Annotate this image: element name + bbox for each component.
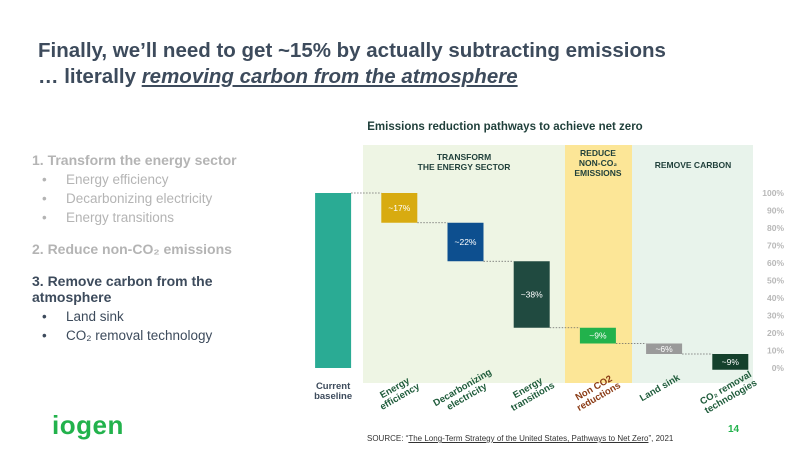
bar [381, 193, 418, 223]
title-line: … literally removing carbon from the atm… [38, 64, 666, 90]
logo: iogen [52, 410, 124, 440]
agenda-item: Energy transitions [42, 210, 292, 225]
value-label: ~6% [655, 344, 673, 354]
y-tick-label: 60% [767, 258, 784, 268]
agenda-heading: 3. Remove carbon from the atmosphere [32, 273, 213, 305]
region-band [565, 145, 632, 383]
agenda-item: CO₂ removal technology [42, 328, 292, 343]
y-tick-label: 20% [767, 328, 784, 338]
region-label: REDUCE NON-CO₂ EMISSIONS [574, 148, 622, 178]
title-emphasis: removing carbon from the atmosphere [141, 65, 518, 88]
page-number: 14 [728, 424, 740, 435]
region-band [632, 145, 753, 383]
source: SOURCE: “The Long-Term Strategy of the U… [367, 434, 673, 443]
y-tick-label: 90% [767, 206, 784, 216]
bar [579, 327, 616, 344]
value-label: ~9% [722, 357, 740, 367]
value-label: ~17% [388, 203, 410, 213]
bar [513, 261, 550, 328]
chart-title: Emissions reduction pathways to achieve … [367, 121, 642, 133]
region-label: REMOVE CARBON [655, 160, 732, 170]
source-link[interactable]: The Long-Term Strategy of the United Sta… [408, 434, 649, 443]
bar [315, 193, 352, 368]
y-tick-label: 40% [767, 293, 784, 303]
y-tick-label: 0% [772, 363, 785, 373]
agenda: 1. Transform the energy sector Energy eff… [32, 152, 292, 343]
title-line: Finally, we’ll need to get ~15% by actua… [38, 39, 666, 62]
source-text: ”, 2021 [648, 434, 674, 443]
value-label: ~9% [589, 331, 607, 341]
value-label: ~22% [455, 237, 477, 247]
bar [646, 343, 683, 354]
value-label: ~38% [521, 290, 543, 300]
y-tick-label: 100% [762, 188, 784, 198]
title-text: … literally [38, 65, 142, 88]
x-tick-label: Current baseline [314, 381, 353, 402]
y-tick-label: 10% [767, 346, 784, 356]
source-text: SOURCE: “ [367, 434, 409, 443]
bar [712, 354, 749, 370]
agenda-item: Decarbonizing electricity [42, 191, 292, 206]
y-tick-label: 30% [767, 311, 784, 321]
slide-title: Finally, we’ll need to get ~15% by actua… [38, 38, 666, 90]
agenda-heading: 1. Transform the energy sector [32, 152, 237, 168]
agenda-heading: 2. Reduce non-CO₂ emissions [32, 241, 232, 257]
agenda-item: Land sink [42, 309, 292, 324]
y-tick-label: 70% [767, 241, 784, 251]
y-tick-label: 50% [767, 276, 784, 286]
y-tick-label: 80% [767, 223, 784, 233]
agenda-item: Energy efficiency [42, 172, 292, 187]
region-label: TRANSFORM THE ENERGY SECTOR [418, 152, 511, 172]
bar [447, 222, 484, 262]
